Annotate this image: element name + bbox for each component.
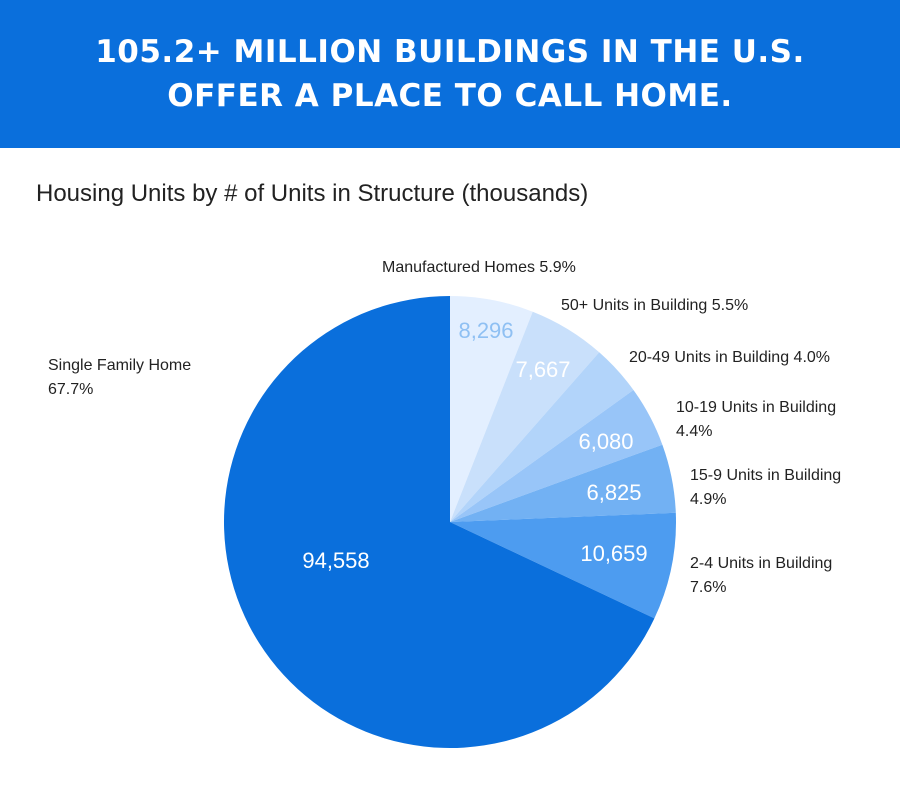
slice-label-manufactured-homes: Manufactured Homes 5.9% [382,259,576,276]
slice-label-2-4-units: 2-4 Units in Building 7.6% [690,555,833,596]
slice-value-label: 6,825 [586,480,641,505]
slice-value-label: 10,659 [580,541,647,566]
slice-label-20-49-units: 20-49 Units in Building 4.0% [629,349,831,366]
pie-slice-10-19-units-in-building [450,389,663,522]
slice-value-label: 7,667 [515,357,570,382]
slice-value-label: 94,558 [302,548,369,573]
banner-headline-line-2: OFFER A PLACE TO CALL HOME. [167,78,733,114]
slice-label-single-family-home: Single Family Home 67.7% [48,357,192,398]
chart-title: Housing Units by # of Units in Structure… [36,180,589,207]
pie-slice-single-family-home [223,296,655,749]
slice-value-label: 8,296 [458,318,513,343]
header-banner: 105.2+ MILLION BUILDINGS IN THE U.S. OFF… [0,0,900,148]
pie-slice-manufactured-homes [450,296,533,522]
pie-slice-2-4-units-in-building [450,512,676,619]
slice-label-10-19-units: 10-19 Units in Building 4.4% [676,399,837,440]
pie-slice-20-49-units-in-building [450,352,634,522]
slice-label-50-plus-units: 50+ Units in Building 5.5% [561,297,749,314]
slice-value-label: 6,080 [578,429,633,454]
pie-slice-15-9-units-in-building [450,444,676,522]
slice-label-15-9-units: 15-9 Units in Building 4.9% [690,467,842,508]
banner-headline-line-1: 105.2+ MILLION BUILDINGS IN THE U.S. [95,34,805,70]
pie-slice-50-units-in-building [450,311,600,522]
